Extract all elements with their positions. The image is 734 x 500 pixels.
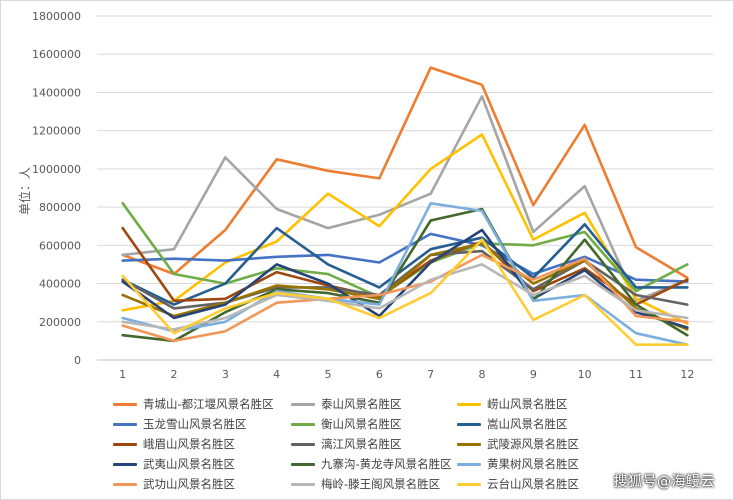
y-tick-label: 1800000: [32, 10, 81, 23]
legend-label: 武夷山风景名胜区: [143, 457, 235, 471]
y-tick-label: 800000: [39, 201, 81, 214]
legend-swatch: [113, 462, 137, 466]
x-tick-label: 10: [578, 368, 592, 381]
series-line: [121, 133, 689, 326]
legend-swatch: [457, 442, 481, 446]
legend-item: 嵩山风景名胜区: [457, 415, 613, 433]
series-line: [121, 232, 689, 283]
y-tick-label: 0: [74, 354, 81, 367]
legend-label: 衡山风景名胜区: [321, 417, 402, 431]
legend-item: 武陵源风景名胜区: [457, 435, 613, 453]
legend-label: 崂山风景名胜区: [487, 397, 568, 411]
legend-swatch: [113, 442, 137, 446]
x-tick-label: 7: [427, 368, 434, 381]
legend-label: 玉龙雪山风景名胜区: [143, 417, 247, 431]
legend-label: 泰山风景名胜区: [321, 397, 402, 411]
series-lines: [121, 66, 689, 347]
legend-item: 衡山风景名胜区: [291, 415, 457, 433]
legend-label: 梅岭-滕王阁风景名胜区: [321, 477, 441, 491]
y-tick-label: 1400000: [32, 86, 81, 99]
series-line: [121, 253, 689, 343]
legend-item: 崂山风景名胜区: [457, 395, 613, 413]
series-line: [121, 226, 689, 306]
legend-swatch: [291, 482, 315, 486]
watermark: 搜狐号@海鳗云: [613, 474, 715, 490]
legend-item: 泰山风景名胜区: [291, 395, 457, 413]
legend-label: 嵩山风景名胜区: [487, 417, 568, 431]
legend: 青城山-都江堰风景名胜区 泰山风景名胜区 崂山风景名胜区玉龙雪山风景名胜区 衡山风景名…: [113, 395, 613, 493]
series-line: [121, 238, 689, 347]
legend-swatch: [291, 402, 315, 406]
legend-label: 峨眉山风景名胜区: [143, 437, 235, 451]
legend-swatch: [457, 462, 481, 466]
x-tick-label: 3: [222, 368, 229, 381]
legend-item: 漓江风景名胜区: [291, 435, 457, 453]
y-tick-label: 400000: [39, 278, 81, 291]
legend-label: 漓江风景名胜区: [321, 437, 402, 451]
y-tick-labels: 0 200000 400000 600000 800000 1000000 1200000 1…: [32, 10, 81, 367]
legend-item: 武功山风景名胜区: [113, 475, 291, 493]
series-line: [121, 207, 689, 343]
legend-label: 九寨沟-黄龙寺风景名胜区: [321, 457, 452, 471]
x-tick-label: 5: [325, 368, 332, 381]
y-tick-label: 1600000: [32, 48, 81, 61]
x-tick-label: 11: [629, 368, 643, 381]
legend-label: 云台山风景名胜区: [487, 477, 579, 491]
legend-item: 云台山风景名胜区: [457, 475, 613, 493]
legend-swatch: [291, 462, 315, 466]
legend-swatch: [291, 422, 315, 426]
y-axis-label: 单位：人: [17, 167, 32, 215]
x-tick-label: 6: [376, 368, 383, 381]
legend-label: 黄果树风景名胜区: [487, 457, 579, 471]
series-line: [121, 66, 689, 280]
line-chart: 0 200000 400000 600000 800000 1000000 1200000 1…: [17, 10, 713, 381]
legend-swatch: [113, 482, 137, 486]
legend-swatch: [113, 422, 137, 426]
legend-item: 青城山-都江堰风景名胜区: [113, 395, 291, 413]
series-line: [121, 202, 689, 347]
legend-swatch: [291, 442, 315, 446]
series-line: [121, 202, 689, 299]
legend-label: 武陵源风景名胜区: [487, 437, 579, 451]
legend-swatch: [113, 402, 137, 406]
legend-label: 武功山风景名胜区: [143, 477, 235, 491]
legend-swatch: [457, 402, 481, 406]
x-tick-labels: 1 2 3 4 5 6 7 8 9 10 11 12: [119, 368, 694, 381]
legend-swatch: [457, 422, 481, 426]
legend-item: 梅岭-滕王阁风景名胜区: [291, 475, 457, 493]
y-tick-label: 1000000: [32, 163, 81, 176]
legend-label: 青城山-都江堰风景名胜区: [143, 397, 274, 411]
y-tick-label: 200000: [39, 316, 81, 329]
x-tick-label: 12: [680, 368, 694, 381]
x-tick-label: 1: [119, 368, 126, 381]
series-line: [121, 95, 689, 303]
x-tick-label: 8: [479, 368, 486, 381]
legend-item: 九寨沟-黄龙寺风景名胜区: [291, 455, 457, 473]
series-line: [121, 263, 689, 331]
legend-item: 黄果树风景名胜区: [457, 455, 613, 473]
series-line: [121, 223, 689, 306]
x-tick-label: 2: [171, 368, 178, 381]
y-tick-label: 600000: [39, 239, 81, 252]
legend-item: 武夷山风景名胜区: [113, 455, 291, 473]
gridlines: [97, 15, 713, 361]
x-tick-label: 4: [273, 368, 280, 381]
legend-item: 峨眉山风景名胜区: [113, 435, 291, 453]
y-tick-label: 1200000: [32, 125, 81, 138]
legend-item: 玉龙雪山风景名胜区: [113, 415, 291, 433]
legend-swatch: [457, 482, 481, 486]
x-tick-label: 9: [530, 368, 537, 381]
